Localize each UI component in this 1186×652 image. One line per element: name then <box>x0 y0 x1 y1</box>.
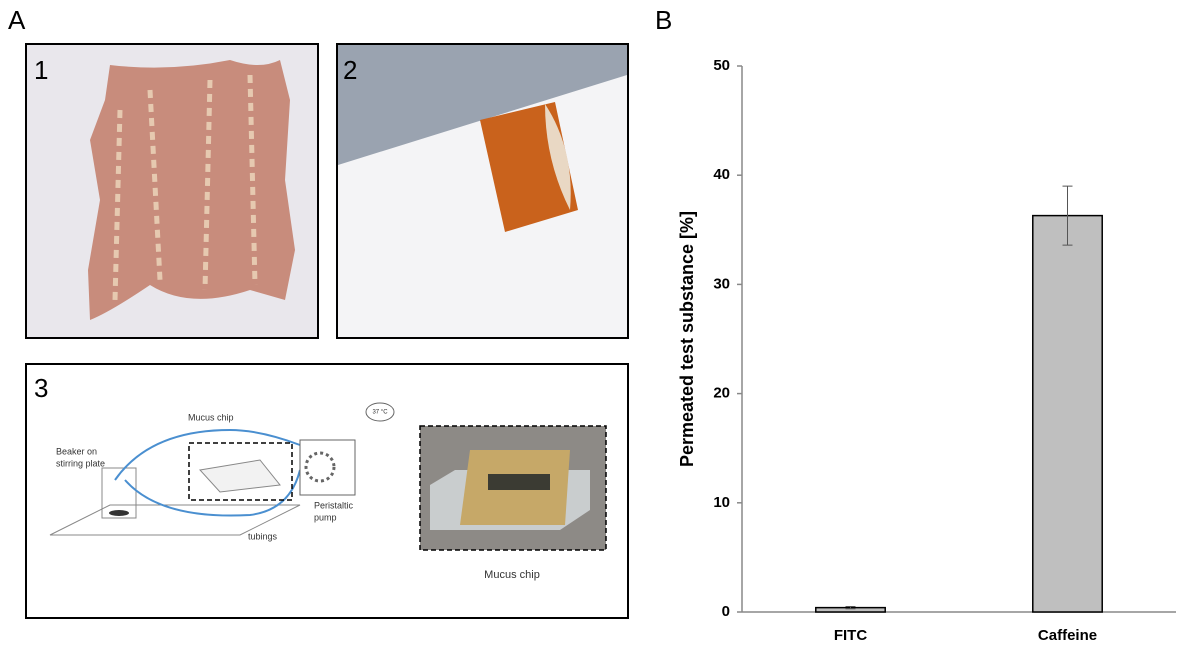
diagram-text: 37 °C <box>372 410 388 416</box>
panel-label: A <box>8 5 26 35</box>
y-tick-label: 30 <box>713 275 730 292</box>
diagram-text: stirring plate <box>56 458 105 468</box>
diagram-3: 3 37 °C Mucus chip Beaker on stirring pl… <box>26 364 628 618</box>
y-tick-label: 10 <box>713 494 730 511</box>
y-tick-label: 20 <box>713 385 730 402</box>
photo-label: 2 <box>343 55 357 85</box>
photo-2: 2 <box>337 44 628 338</box>
diagram-text: Peristaltic <box>314 500 354 510</box>
diagram-text: Mucus chip <box>188 412 234 422</box>
bar <box>1033 216 1102 612</box>
x-tick-label: Caffeine <box>1038 627 1097 644</box>
panel-label: B <box>655 5 672 35</box>
figure: A B 1 2 3 37 °C Mucus chip Beaker on sti… <box>0 0 1186 647</box>
diagram-text: Mucus chip <box>484 569 540 581</box>
y-axis-title: Permeated test substance [%] <box>677 211 697 467</box>
x-tick-label: FITC <box>834 627 867 644</box>
diagram-text: Beaker on <box>56 446 97 456</box>
diagram-text: tubings <box>248 531 278 541</box>
y-tick-label: 50 <box>713 57 730 74</box>
photo-label: 1 <box>34 55 48 85</box>
y-tick-label: 0 <box>722 603 730 620</box>
diagram-text: pump <box>314 512 337 522</box>
diagram-label: 3 <box>34 373 48 403</box>
photo-1: 1 <box>26 44 318 338</box>
y-tick-label: 40 <box>713 166 730 183</box>
